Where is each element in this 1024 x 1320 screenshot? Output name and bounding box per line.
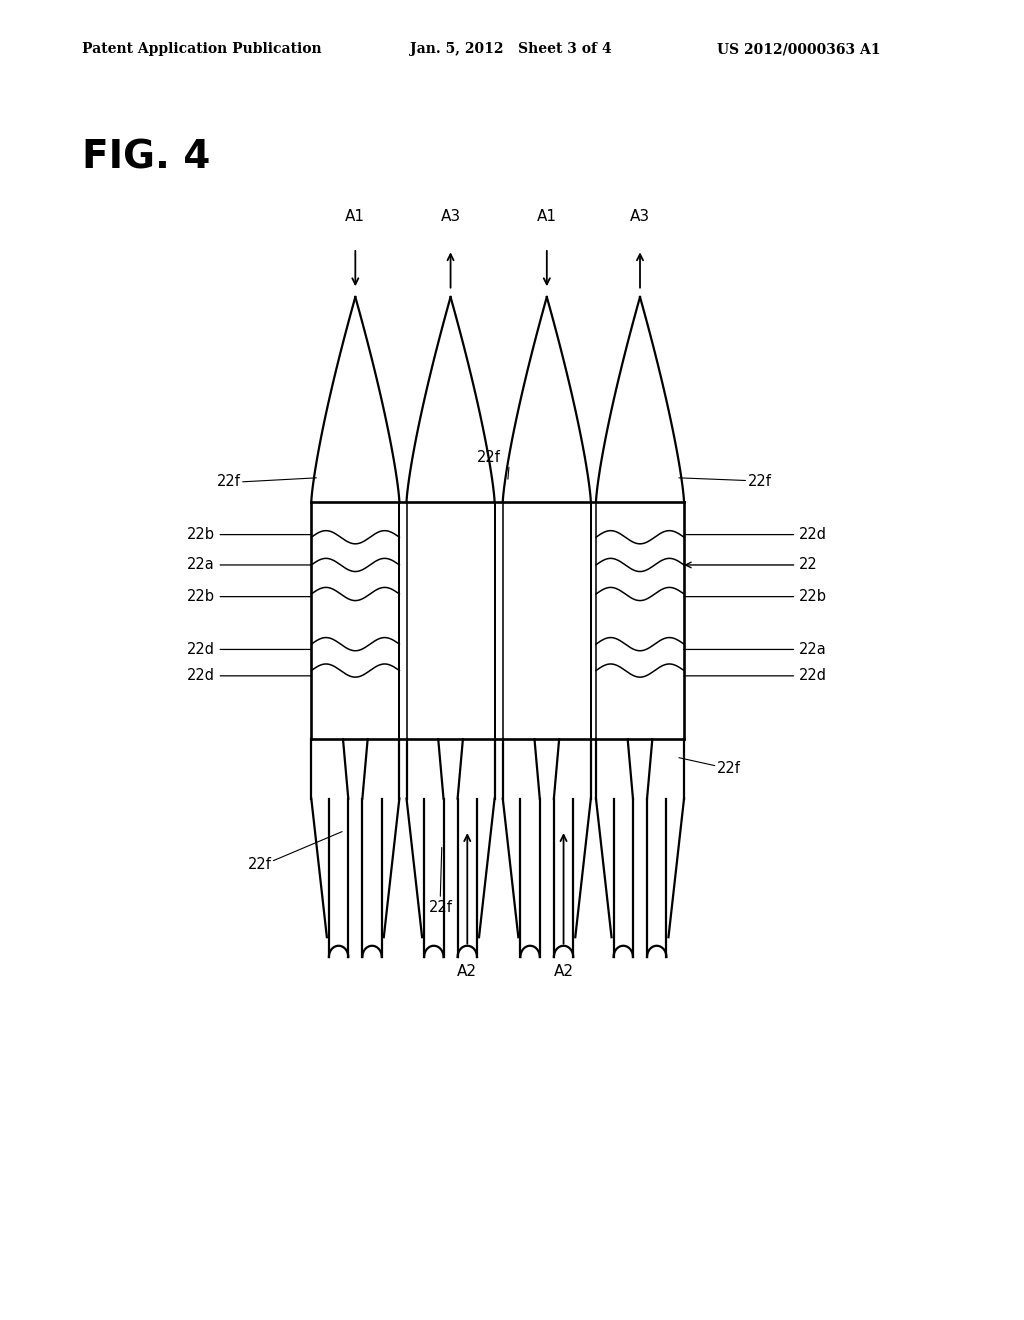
Text: 22f: 22f: [476, 450, 501, 465]
Text: 22b: 22b: [187, 589, 215, 605]
Text: A2: A2: [554, 964, 573, 978]
Text: A3: A3: [440, 210, 461, 224]
Text: Patent Application Publication: Patent Application Publication: [82, 42, 322, 57]
Text: A1: A1: [345, 210, 366, 224]
Text: 22d: 22d: [799, 668, 826, 684]
Text: 22f: 22f: [717, 760, 740, 776]
Text: 22f: 22f: [217, 474, 241, 490]
Text: A1: A1: [537, 210, 557, 224]
Text: 22: 22: [799, 557, 817, 573]
Text: 22d: 22d: [187, 668, 215, 684]
Text: Jan. 5, 2012   Sheet 3 of 4: Jan. 5, 2012 Sheet 3 of 4: [410, 42, 611, 57]
Text: 22d: 22d: [799, 527, 826, 543]
Text: 22b: 22b: [187, 527, 215, 543]
Text: 22f: 22f: [748, 474, 771, 490]
Text: FIG. 4: FIG. 4: [82, 139, 210, 177]
Text: 22b: 22b: [799, 589, 826, 605]
Text: 22a: 22a: [187, 557, 215, 573]
Text: US 2012/0000363 A1: US 2012/0000363 A1: [717, 42, 881, 57]
Text: 22d: 22d: [187, 642, 215, 657]
Text: 22f: 22f: [428, 900, 453, 915]
Text: A3: A3: [630, 210, 650, 224]
Text: 22a: 22a: [799, 642, 826, 657]
Text: 22f: 22f: [248, 857, 271, 873]
Text: A2: A2: [458, 964, 477, 978]
